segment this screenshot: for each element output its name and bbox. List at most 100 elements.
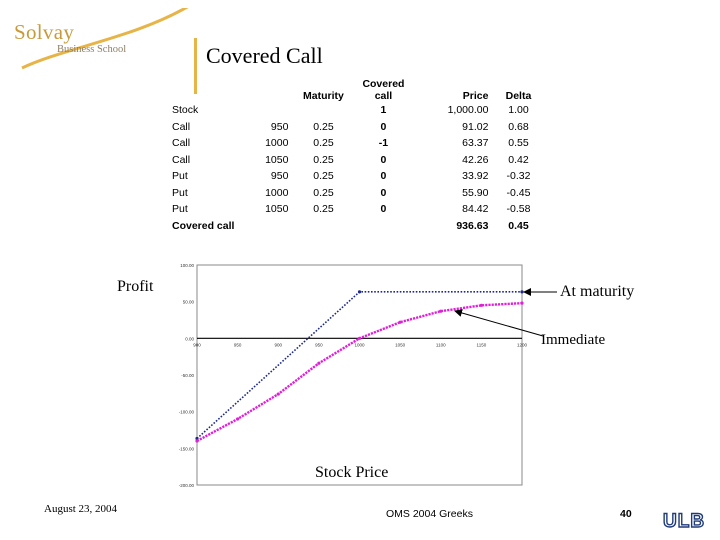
table-cell: Put <box>172 170 188 182</box>
table-cell: Call <box>172 120 191 133</box>
table-cell: 0.25 <box>313 186 334 199</box>
ulb-logo: ULB <box>662 510 706 532</box>
table-cell: -1 <box>378 137 389 149</box>
table-cell: 1,000.00 <box>447 104 489 116</box>
series-point <box>276 392 280 396</box>
legend-at-maturity: At maturity <box>560 283 635 300</box>
y-axis-label: Profit <box>117 278 154 295</box>
x-tick-label: 1000 <box>354 342 365 347</box>
y-tick-label: 100.00 <box>180 263 194 268</box>
table-row: Put 950 0.25 0 33.92 -0.32 <box>172 168 548 185</box>
series-point <box>398 320 402 324</box>
table-cell: 1.00 <box>508 104 529 116</box>
table-row: Stock 1 1,000.00 1.00 <box>172 102 548 119</box>
series-point <box>236 417 240 421</box>
x-axis-label: Stock Price <box>315 464 389 481</box>
table-cell: Call <box>172 153 191 166</box>
table-cell: 0 <box>380 170 387 182</box>
table-cell: Stock <box>172 104 199 116</box>
y-tick-label: -200.00 <box>179 483 195 488</box>
table-cell: 0.25 <box>313 153 334 166</box>
y-tick-label: -100.00 <box>179 410 195 415</box>
page-title: Covered Call <box>206 43 323 68</box>
table-cell: 0.68 <box>508 120 529 133</box>
table-cell: 0 <box>380 186 387 199</box>
table-cell: 42.26 <box>462 153 489 166</box>
table-cell: 0.25 <box>313 203 334 215</box>
x-tick-label: 1100 <box>436 342 446 347</box>
y-tick-label: 0.00 <box>185 336 194 341</box>
table-cell: -0.45 <box>506 186 531 199</box>
table-cell: 0.25 <box>313 120 334 133</box>
series-point <box>520 290 524 294</box>
footer-title: OMS 2004 Greeks <box>386 508 473 520</box>
logo-solvay: Solvay <box>14 20 75 44</box>
table-cell: 0.55 <box>508 137 529 149</box>
table-cell: 63.37 <box>462 137 489 149</box>
table-cell: Call <box>172 137 191 149</box>
table-cell: Put <box>172 186 188 199</box>
greeks-table: Maturity Covered call Price Delta Stock 1… <box>172 78 548 234</box>
table-cell: 91.02 <box>462 120 489 133</box>
x-tick-label: 950 <box>234 342 242 347</box>
table-cell: 1000 <box>265 186 289 199</box>
table-cell: 33.92 <box>462 170 489 182</box>
y-tick-label: -50.00 <box>181 373 194 378</box>
table-cell: 1050 <box>265 153 289 166</box>
table-cell: 0.25 <box>313 170 334 182</box>
table-cell: 0.42 <box>508 153 529 166</box>
table-cell: 936.63 <box>456 219 489 232</box>
table-cell: 1 <box>380 104 387 116</box>
arrow-immediate <box>454 309 544 337</box>
table-cell: Covered call <box>172 219 235 232</box>
table-cell: 1050 <box>265 203 289 215</box>
table-cell: 84.42 <box>462 203 489 215</box>
page-number: 40 <box>620 508 632 520</box>
table-header: Delta <box>505 90 532 102</box>
table-header: Covered call <box>362 78 405 102</box>
table-row: Put 1000 0.25 0 55.90 -0.45 <box>172 185 548 202</box>
x-tick-label: 900 <box>193 342 201 347</box>
y-tick-label: -150.00 <box>179 446 195 451</box>
table-row: Call 1000 0.25 -1 63.37 0.55 <box>172 135 548 152</box>
table-cell: 55.90 <box>462 186 489 199</box>
series-point <box>357 290 362 294</box>
series-point <box>520 301 524 305</box>
table-row: Call 950 0.25 0 91.02 0.68 <box>172 119 548 136</box>
table-cell: -0.32 <box>506 170 531 182</box>
footer-date: August 23, 2004 <box>44 503 118 515</box>
table-header: Price <box>462 90 489 102</box>
table-cell: Put <box>172 203 188 215</box>
series-point <box>195 439 199 443</box>
x-tick-label: 900 <box>274 342 282 347</box>
series-point <box>439 309 443 313</box>
series-point <box>317 361 321 365</box>
series-point <box>357 336 362 340</box>
table-cell: 0 <box>380 203 387 215</box>
table-cell: 950 <box>270 170 289 182</box>
logo-subtitle: Business School <box>57 44 127 55</box>
x-tick-label: 950 <box>315 342 323 347</box>
table-header: Maturity <box>303 90 344 102</box>
x-tick-label: 1050 <box>395 342 406 347</box>
logo-swoosh <box>21 8 189 70</box>
x-tick-label: 1150 <box>477 342 487 347</box>
table-cell: 1000 <box>265 137 289 149</box>
table-cell: 0 <box>380 120 387 133</box>
table-cell: 0.25 <box>313 137 334 149</box>
table-row: Call 1050 0.25 0 42.26 0.42 <box>172 152 548 169</box>
x-tick-label: 1200 <box>517 342 528 347</box>
table-cell: 0.45 <box>508 219 529 232</box>
y-tick-label: 50.00 <box>183 300 195 305</box>
table-total-row: Covered call 936.63 0.45 <box>172 218 548 235</box>
title-accent-bar <box>194 38 197 94</box>
table-header-row: Maturity Covered call Price Delta <box>172 78 548 102</box>
table-cell: -0.58 <box>506 203 531 215</box>
plot-area <box>196 264 523 486</box>
table-row: Put 1050 0.25 0 84.42 -0.58 <box>172 201 548 218</box>
series-point <box>479 303 483 307</box>
table-cell: 950 <box>270 120 289 133</box>
legend-immediate: Immediate <box>541 332 606 348</box>
table-cell: 0 <box>380 153 387 166</box>
